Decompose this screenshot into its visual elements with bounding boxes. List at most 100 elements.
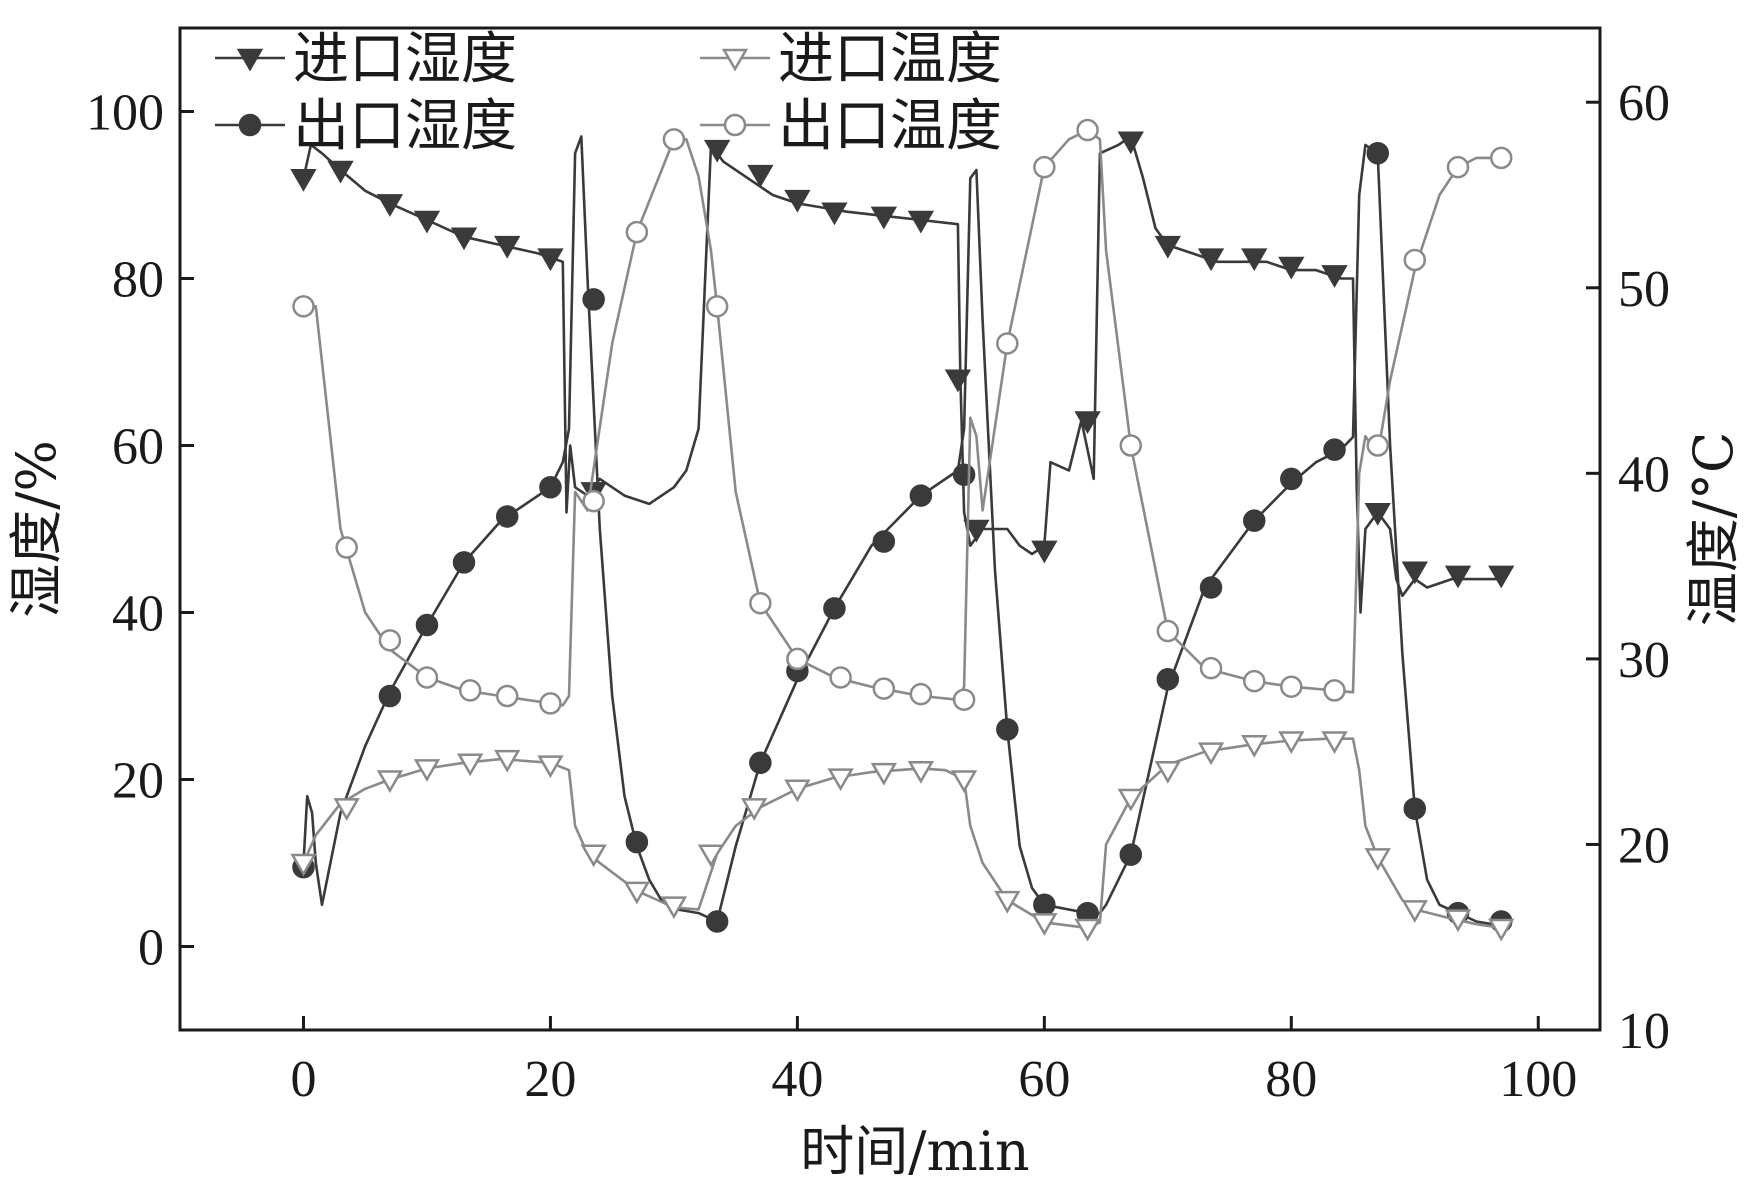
data-point	[537, 248, 564, 272]
data-point	[1119, 434, 1143, 457]
data-point	[1197, 248, 1225, 272]
legend-item: 出口温度	[700, 94, 1002, 159]
legend-item: 进口湿度	[215, 27, 517, 92]
y-right-tick-label: 20	[1618, 817, 1670, 874]
data-point	[1323, 438, 1346, 461]
data-point	[747, 164, 774, 188]
x-tick-label: 60	[1018, 1051, 1070, 1108]
data-point	[1119, 843, 1143, 866]
legend-item: 进口温度	[700, 27, 1002, 92]
y-left-tick-label: 20	[112, 753, 164, 810]
y-right-tick-label: 40	[1618, 446, 1670, 503]
x-axis-title: 时间/min	[800, 1120, 1029, 1183]
data-point	[870, 206, 897, 230]
legend-marker	[236, 48, 264, 72]
data-point	[582, 288, 605, 311]
data-point	[1031, 540, 1058, 564]
data-point	[458, 679, 482, 702]
data-point	[625, 220, 649, 244]
data-point	[1401, 900, 1428, 923]
data-point	[415, 613, 439, 637]
data-point	[1199, 656, 1223, 680]
data-point	[994, 890, 1021, 914]
data-point	[333, 798, 360, 821]
data-point	[539, 476, 562, 499]
series-layer	[290, 118, 1515, 942]
data-point	[539, 692, 562, 715]
y-left-tick-label: 100	[86, 85, 164, 142]
data-point	[495, 684, 519, 708]
data-point	[749, 751, 772, 775]
data-point	[909, 484, 933, 507]
data-point	[376, 770, 404, 793]
data-point	[1446, 155, 1470, 179]
series-1	[290, 131, 1515, 614]
series-line	[302, 737, 1502, 930]
data-point	[784, 779, 811, 803]
x-tick-label: 40	[771, 1051, 823, 1108]
series-4	[292, 118, 1513, 715]
data-point	[996, 332, 1019, 355]
data-point	[821, 202, 848, 226]
data-point	[952, 463, 976, 486]
y-left-tick-label: 80	[112, 252, 164, 309]
data-point	[376, 194, 404, 217]
data-point	[1444, 909, 1472, 933]
data-point	[1074, 411, 1101, 434]
data-point	[829, 666, 852, 689]
data-point	[623, 881, 651, 905]
data-point	[582, 489, 605, 513]
data-point	[290, 853, 317, 877]
data-point	[335, 536, 358, 559]
data-point	[662, 128, 686, 151]
data-point	[870, 762, 897, 786]
data-point	[872, 677, 896, 700]
data-point	[1364, 503, 1391, 526]
data-point	[996, 718, 1019, 741]
data-point	[413, 759, 441, 782]
data-point	[1031, 913, 1058, 936]
data-point	[963, 519, 990, 543]
data-point	[944, 369, 972, 393]
data-point	[450, 227, 478, 251]
data-point	[1323, 679, 1346, 702]
data-point	[786, 647, 809, 671]
data-point	[741, 798, 768, 821]
data-point	[1199, 576, 1223, 599]
series-line	[302, 135, 1502, 927]
data-point	[1197, 742, 1225, 766]
data-point	[660, 896, 688, 920]
legend-label: 出口湿度	[293, 94, 517, 159]
data-point	[495, 505, 519, 528]
data-point	[1488, 565, 1515, 589]
data-point	[1241, 248, 1268, 272]
data-point	[1243, 669, 1266, 693]
data-point	[784, 189, 811, 213]
legend-marker	[238, 113, 262, 137]
y-right-tick-label: 30	[1618, 632, 1670, 689]
legend-marker	[723, 113, 747, 137]
data-point	[872, 530, 896, 553]
y-left-tick-label: 60	[112, 419, 164, 476]
x-tick-label: 0	[290, 1051, 316, 1108]
data-point	[1366, 434, 1389, 457]
data-point	[1280, 675, 1303, 698]
data-point	[1278, 731, 1305, 755]
data-point	[290, 169, 317, 192]
y-right-tick-label: 10	[1618, 1003, 1670, 1060]
data-point	[452, 551, 476, 574]
data-point	[1321, 731, 1348, 755]
data-point	[823, 597, 846, 620]
data-point	[413, 210, 441, 234]
ticks-layer: 0 20 40 60 80 100 0 20 40 60 80 100 10 20 30 40 50 60	[86, 75, 1670, 1108]
data-point	[1278, 256, 1305, 280]
legend-label: 出口温度	[778, 94, 1002, 159]
data-point	[705, 295, 729, 318]
data-point	[292, 295, 315, 318]
data-point	[378, 629, 402, 652]
data-point	[950, 770, 978, 793]
y-axis-title-right: 温度/°C	[1682, 432, 1745, 627]
data-point	[1489, 146, 1513, 170]
legend-label: 进口湿度	[293, 27, 517, 92]
